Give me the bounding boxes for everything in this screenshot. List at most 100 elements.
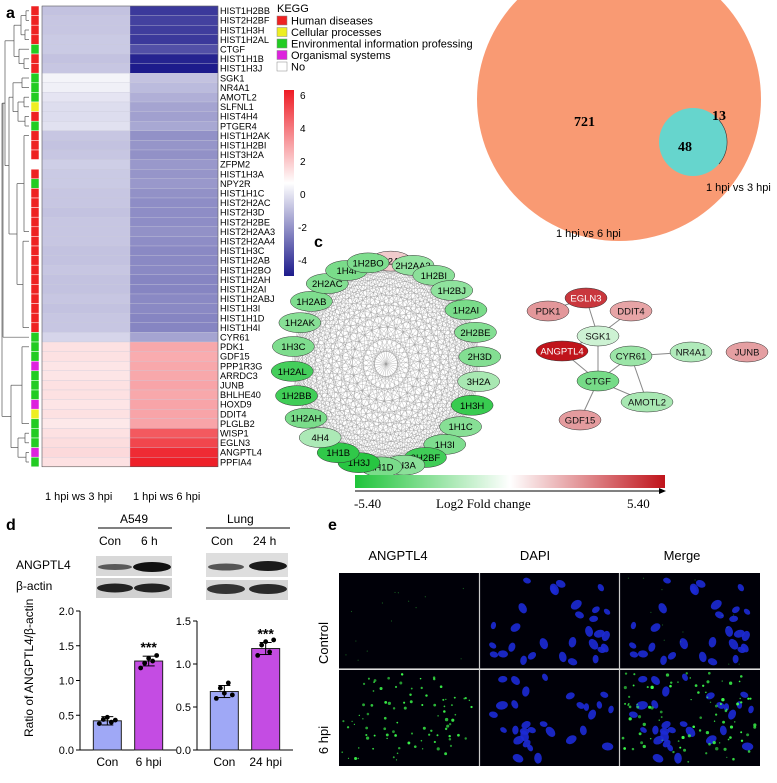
nucleus [588,638,599,650]
angptl4-signal [650,685,654,690]
network-edge [293,346,461,427]
angptl4-signal [663,639,665,641]
heatmap-cell [129,188,219,199]
angptl4-signal [727,738,730,741]
angptl4-signal [446,724,450,728]
network-node [275,385,318,406]
angptl4-signal [677,681,679,683]
angptl4-signal [419,677,422,680]
heatmap-cell [41,188,131,199]
angptl4-signal [381,602,384,604]
angptl4-signal [621,736,625,740]
network-edge [293,346,445,445]
network-edge [390,261,426,458]
gene-label: ANGPTL4 [220,448,262,458]
heatmap-cell [41,361,131,371]
angptl4-signal [362,718,364,720]
network-node-label: 1H2AI [453,305,479,316]
network-edge [311,301,445,445]
angptl4-signal [633,673,636,676]
angptl4-signal [721,614,723,617]
heatmap-cell [129,121,219,131]
heatmap-cell [41,53,131,64]
nucleus [651,676,660,685]
nucleus [723,703,730,711]
heatmap-cell [41,380,131,391]
colorbar-tick-label: 6 [300,91,306,102]
angptl4-signal [454,713,457,716]
nucleus [640,727,647,733]
network-edge [338,309,467,453]
y-tick-label: 1.0 [59,676,74,688]
network-node-label: GDF15 [565,416,596,427]
kegg-annotation-cell [30,303,40,314]
gene-label: ARRDC3 [220,371,258,381]
nucleus [663,577,671,584]
micro-row-control: Control [316,622,331,664]
kegg-annotation-cell [30,149,40,160]
kegg-annotation-cell [30,312,40,324]
log2fc-scale: -5.40 Log2 Fold change 5.40 [354,475,666,511]
heatmap-cell [41,178,131,189]
network-node [454,322,497,343]
network-node-label: 2H2BF [411,453,441,464]
network-node-label: CYR61 [616,352,647,363]
heatmap-cell [41,293,131,304]
micro-col-angptl4: ANGPTL4 [368,548,427,563]
blot-lung-lane-con: Con [211,534,233,548]
angptl4-signal [428,733,431,736]
heatmap-cell [129,15,219,26]
angptl4-signal [724,709,728,713]
nucleus [689,583,699,596]
network-edge [299,322,445,445]
angptl4-signal [753,723,757,727]
x-tick-label: Con [96,755,118,769]
heatmap-cell [129,236,219,247]
angptl4-signal [366,712,370,716]
network-edge [320,262,369,438]
angptl4-signal [738,663,740,665]
angptl4-signal [665,673,670,677]
nucleus [667,727,676,734]
network-edge [327,283,476,333]
angptl4-signal [462,587,464,590]
angptl4-signal [677,740,680,742]
angptl4-signal [445,698,447,701]
nucleus [512,725,519,735]
angptl4-signal [705,730,710,735]
blot-row-angptl4: ANGPTL4 [16,558,71,572]
nucleus [497,650,509,658]
angptl4-signal [468,699,471,702]
heatmap-cell [129,341,219,352]
data-point [217,685,223,691]
nucleus [728,709,737,720]
heatmap-cell [129,101,219,112]
angptl4-signal [694,579,696,581]
kegg-legend-label: Environmental information professing [291,39,473,51]
angptl4-signal [437,715,439,717]
angptl4-signal [420,686,423,690]
angptl4-signal [729,736,732,739]
network-edge [327,283,426,458]
network-node [284,407,328,429]
kegg-annotation-cell [30,120,40,132]
heatmap-cell [41,457,131,467]
kegg-legend-label: Cellular processes [291,27,382,39]
network-node-label: 2H2AA3 [395,261,430,272]
heatmap-cell [129,428,219,439]
angptl4-signal [409,700,413,704]
network-edge [296,381,479,396]
micro-row-6hpi: 6 hpi [316,726,331,754]
angptl4-signal [624,702,627,705]
kegg-legend-label: No [291,62,305,74]
kegg-annotation-cell [30,178,40,189]
nucleus [661,721,671,729]
nucleus [651,700,659,709]
data-point [96,721,102,726]
nucleus [729,615,739,622]
heatmap-cell [41,389,131,400]
data-point [225,680,231,686]
kegg-annotation-cell [30,44,40,55]
data-point [213,696,219,701]
